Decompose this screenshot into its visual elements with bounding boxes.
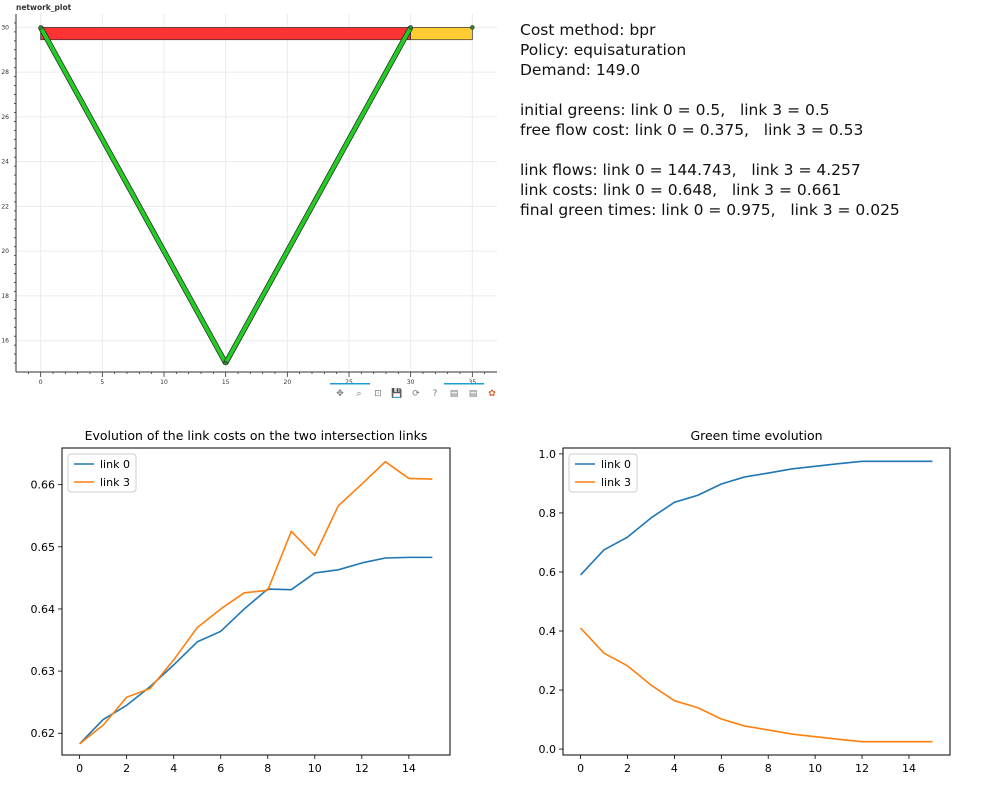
chart-legend: link 0 link 3 bbox=[568, 453, 638, 493]
x-tick-label: 6 bbox=[217, 762, 224, 775]
series-line-link-3 bbox=[580, 627, 933, 743]
y-tick-label: 22 bbox=[1, 203, 9, 210]
help-icon[interactable]: ? bbox=[433, 389, 438, 399]
x-tick-label: 0 bbox=[39, 379, 43, 386]
green-link-2 bbox=[38, 25, 229, 365]
network-node bbox=[470, 25, 475, 30]
series-line-link-3 bbox=[79, 460, 433, 745]
x-tick-label: 12 bbox=[355, 762, 369, 775]
y-tick-label: 0.0 bbox=[539, 743, 557, 756]
y-tick-label: 0.2 bbox=[539, 684, 557, 697]
x-tick-label: 35 bbox=[469, 379, 477, 386]
bokeh-toolbar: ✥ ⌕ ⊡ 💾 ⟳? ▤ ▤ ✿ bbox=[336, 387, 496, 399]
network-node bbox=[223, 360, 228, 366]
y-tick-label: 0.4 bbox=[539, 625, 557, 638]
yellow-link-1 bbox=[410, 27, 473, 41]
link-costs-chart-panel: Evolution of the link costs on the two i… bbox=[0, 418, 500, 800]
x-tick-label: 4 bbox=[671, 762, 678, 775]
y-tick-label: 1.0 bbox=[539, 448, 557, 461]
demand-text: Demand: 149.0 bbox=[520, 61, 641, 79]
cost-method-text: Cost method: bpr bbox=[520, 21, 656, 39]
y-tick-label: 0.63 bbox=[31, 665, 56, 678]
x-tick-label: 8 bbox=[765, 762, 772, 775]
x-tick-label: 25 bbox=[345, 379, 353, 386]
plot-frame bbox=[562, 447, 951, 756]
network-plot-title: network_plot bbox=[16, 3, 72, 12]
reset-icon[interactable]: ⟳ bbox=[412, 389, 420, 399]
initial-greens-text: initial greens: link 0 = 0.5, link 3 = 0… bbox=[520, 101, 830, 119]
y-tick-label: 0.6 bbox=[539, 566, 557, 579]
network-grid bbox=[16, 14, 497, 372]
series-line-link-0 bbox=[79, 556, 433, 745]
y-tick-label: 0.62 bbox=[31, 727, 56, 740]
save-icon[interactable]: 💾 bbox=[391, 387, 402, 399]
chart-title: Green time evolution bbox=[690, 428, 822, 443]
x-tick-label: 10 bbox=[160, 379, 168, 386]
y-tick-label: 24 bbox=[1, 159, 9, 166]
link-flows-text: link flows: link 0 = 144.743, link 3 = 4… bbox=[520, 161, 861, 179]
y-tick-label: 0.65 bbox=[31, 541, 56, 554]
x-tick-label: 30 bbox=[407, 379, 415, 386]
legend-label: link 3 bbox=[100, 476, 130, 489]
x-tick-label: 10 bbox=[808, 762, 822, 775]
link-costs-chart: Evolution of the link costs on the two i… bbox=[31, 428, 451, 775]
y-tick-label: 28 bbox=[1, 69, 9, 76]
x-tick-label: 10 bbox=[308, 762, 322, 775]
x-tick-label: 14 bbox=[402, 762, 416, 775]
y-tick-label: 0.8 bbox=[539, 507, 557, 520]
info-panel: Cost method: bpr Policy: equisaturation … bbox=[520, 20, 990, 240]
y-tick-label: 26 bbox=[1, 114, 9, 121]
legend-label: link 0 bbox=[100, 458, 130, 471]
x-tick-label: 4 bbox=[170, 762, 177, 775]
x-tick-label: 2 bbox=[123, 762, 130, 775]
y-tick-label: 30 bbox=[1, 24, 9, 31]
series-line-link-0 bbox=[580, 460, 933, 576]
x-tick-label: 2 bbox=[624, 762, 631, 775]
y-tick-label: 0.66 bbox=[31, 479, 56, 492]
toolbar-accent-2 bbox=[444, 383, 484, 385]
box-zoom-icon[interactable]: ⊡ bbox=[374, 389, 382, 399]
plot-frame bbox=[61, 447, 451, 756]
chart-legend: link 0 link 3 bbox=[67, 453, 137, 493]
legend-label: link 3 bbox=[601, 476, 631, 489]
x-tick-label: 14 bbox=[902, 762, 916, 775]
network-plot-panel: network_plot 0 5 10 15 20 25 30 35 16 18 20 22 24 26 2… bbox=[0, 0, 505, 405]
free-flow-cost-text: free flow cost: link 0 = 0.375, link 3 =… bbox=[520, 121, 864, 139]
legend-label: link 0 bbox=[601, 458, 631, 471]
green-time-chart-panel: Green time evolution 0 2 4 6 8 10 12 14 0.0 0.2 0.4… bbox=[505, 418, 1000, 800]
y-tick-label: 20 bbox=[1, 248, 9, 255]
bokeh-logo-icon[interactable]: ✿ bbox=[488, 389, 496, 399]
x-tick-label: 12 bbox=[855, 762, 869, 775]
x-tick-label: 0 bbox=[577, 762, 584, 775]
hover-icon[interactable]: ▤ bbox=[450, 389, 459, 399]
network-node bbox=[408, 25, 413, 30]
y-tick-label: 18 bbox=[1, 293, 9, 300]
x-tick-label: 20 bbox=[284, 379, 292, 386]
network-plot: network_plot 0 5 10 15 20 25 30 35 16 18 20 22 24 26 2… bbox=[1, 3, 497, 399]
pan-icon[interactable]: ✥ bbox=[336, 389, 344, 399]
policy-text: Policy: equisaturation bbox=[520, 41, 687, 59]
x-tick-label: 8 bbox=[264, 762, 271, 775]
green-link-3 bbox=[223, 25, 414, 365]
x-tick-label: 6 bbox=[718, 762, 725, 775]
zoom-icon[interactable]: ⌕ bbox=[356, 389, 361, 399]
link-costs-text: link costs: link 0 = 0.648, link 3 = 0.6… bbox=[520, 181, 842, 199]
network-node bbox=[38, 25, 43, 30]
x-tick-label: 0 bbox=[76, 762, 83, 775]
chart-title: Evolution of the link costs on the two i… bbox=[85, 428, 428, 443]
hover-icon-2[interactable]: ▤ bbox=[469, 389, 478, 399]
y-tick-label: 0.64 bbox=[31, 603, 56, 616]
x-tick-label: 5 bbox=[100, 379, 104, 386]
red-link-0 bbox=[40, 27, 412, 41]
toolbar-accent-1 bbox=[330, 383, 370, 385]
x-tick-label: 15 bbox=[222, 379, 230, 386]
final-green-times-text: final green times: link 0 = 0.975, link … bbox=[520, 201, 900, 219]
green-time-chart: Green time evolution 0 2 4 6 8 10 12 14 0.0 0.2 0.4… bbox=[539, 428, 951, 775]
y-tick-label: 16 bbox=[1, 338, 9, 345]
